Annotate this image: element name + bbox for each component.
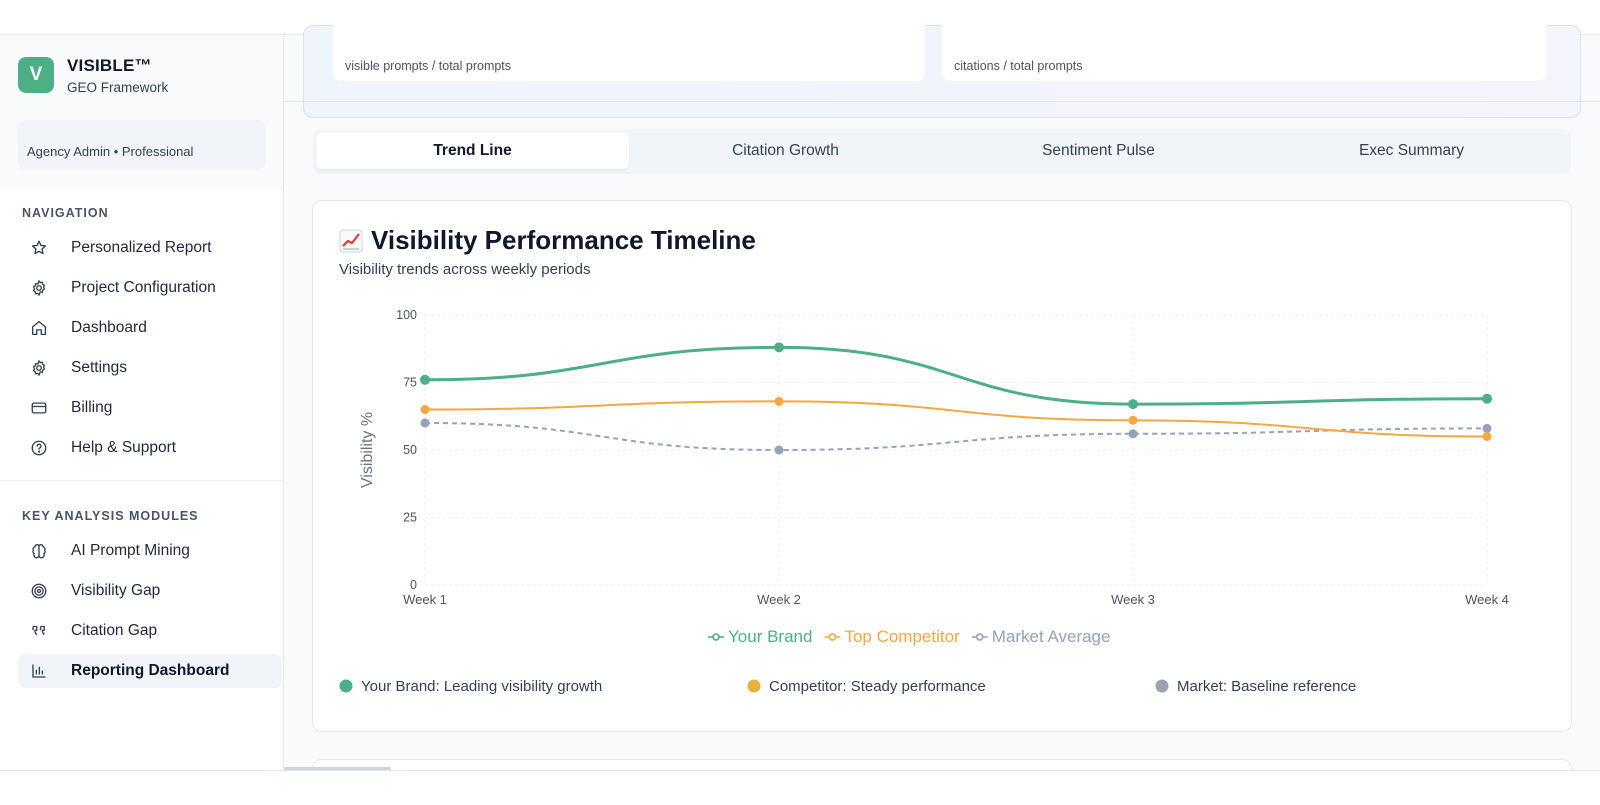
data-point-market-average [1128,429,1138,439]
y-tick-label: 50 [403,443,417,457]
x-tick-label: Week 3 [1111,592,1155,607]
data-point-top-competitor [1482,432,1492,441]
series-line-your-brand [424,345,1488,406]
quote-icon [32,625,45,636]
data-point-market-average [1482,423,1492,433]
nav-label: Reporting Dashboard [71,662,230,679]
card-subtitle: Visibility trends across weekly periods [339,261,591,278]
legend-marker-top-competitor [828,633,837,641]
nav-label: Billing [71,399,113,416]
credit-card-icon [31,402,47,414]
data-point-top-competitor [1128,415,1138,425]
modules-section-title: KEY ANALYSIS MODULES [22,509,199,523]
x-tick-label: Week 1 [403,592,447,607]
legend-label-top-competitor: Top Competitor [844,627,960,646]
x-tick-label: Week 4 [1465,592,1509,607]
data-point-your-brand [1128,399,1138,410]
nav-item-project-configuration[interactable]: Project Configuration [18,271,282,305]
series-line-market-average [424,422,1488,452]
app-shell: V VISIBLE™ GEO Framework Agency Admin • … [0,16,1600,799]
y-tick-label: 75 [403,376,417,390]
visibility-line-chart: 0 25 50 75 100 Week 1 Week 2 Week 3 Week 4 Visibi… [339,308,1509,695]
nav-label: Visibility Gap [71,582,161,599]
brand-subtitle: GEO Framework [67,80,169,95]
data-point-top-competitor [774,396,784,406]
y-tick-label: 0 [410,578,417,592]
y-tick-label: 25 [403,511,417,525]
series-line-top-competitor [424,400,1488,438]
nav-item-dashboard[interactable]: Dashboard [18,311,282,345]
tab-trend-line[interactable]: Trend Line [316,133,629,169]
content-divider [284,101,1600,102]
legend-label-market-average: Market Average [992,627,1111,646]
target-icon [31,583,47,599]
y-tick-label: 100 [396,308,417,322]
note-text: Market: Baseline reference [1177,678,1356,695]
nav-item-citation-gap[interactable]: Citation Gap [18,614,282,648]
nav-label: Project Configuration [71,279,216,296]
legend-marker-your-brand [712,633,720,641]
chart-increasing-icon [339,229,363,252]
brand-logo[interactable]: V [18,57,54,93]
nav-item-settings[interactable]: Settings [18,351,282,385]
report-tabs: Trend Line Citation Growth Sentiment Pul… [313,129,1571,174]
sidebar-divider [0,480,283,481]
user-role-box: Agency Admin • Professional [18,120,266,170]
nav-label: Citation Gap [71,622,158,639]
data-point-your-brand [1482,393,1492,404]
data-point-top-competitor [420,405,430,414]
help-circle-icon [31,440,47,456]
nav-item-billing[interactable]: Billing [18,391,282,425]
brand-name: VISIBLE™ [67,56,152,75]
gear-icon [32,280,46,296]
stats-card: visible prompts / total prompts citation… [303,16,1581,118]
stat-box-visible-prompts: visible prompts / total prompts [333,16,925,81]
nav-item-ai-prompt-mining[interactable]: AI Prompt Mining [18,534,282,568]
tab-exec-summary[interactable]: Exec Summary [1358,142,1465,159]
sidebar-header: V VISIBLE™ GEO Framework Agency Admin • … [0,35,283,191]
data-point-market-average [420,418,430,428]
navigation-section-title: NAVIGATION [22,206,109,220]
nav-label: Dashboard [71,319,147,336]
brain-icon [32,544,46,559]
stat-caption: visible prompts / total prompts [345,59,512,73]
nav-label: Settings [71,359,128,376]
note-dot [1155,679,1169,693]
stat-caption: citations / total prompts [954,59,1083,73]
visibility-timeline-card: Visibility Performance Timeline Visibili… [312,200,1572,732]
card-title-text: Visibility Performance Timeline [371,225,756,255]
bottom-bar [0,770,1600,805]
note-dot [747,679,761,693]
horizontal-scrollbar[interactable] [284,767,391,770]
nav-item-personalized-report[interactable]: Personalized Report [18,231,282,265]
user-role: Agency Admin • Professional [27,144,194,159]
tab-citation-growth[interactable]: Citation Growth [732,142,839,159]
tab-sentiment-pulse[interactable]: Sentiment Pulse [1042,142,1155,159]
gear-icon [32,360,46,376]
legend-label-your-brand: Your Brand [728,627,812,646]
sidebar: V VISIBLE™ GEO Framework Agency Admin • … [0,35,284,770]
card-title: Visibility Performance Timeline [339,225,756,256]
bar-chart-icon [32,664,46,678]
data-point-market-average [774,445,784,455]
nav-item-reporting-dashboard[interactable]: Reporting Dashboard [18,654,282,688]
stat-box-citations: citations / total prompts [942,16,1546,81]
y-axis-label: Visibility % [359,412,376,488]
nav-item-help-support[interactable]: Help & Support [18,431,282,465]
x-tick-label: Week 2 [757,592,801,607]
note-text: Competitor: Steady performance [769,678,986,695]
data-point-your-brand [774,342,784,353]
star-icon [31,240,47,255]
legend-marker-market-average [975,633,984,641]
note-text: Your Brand: Leading visibility growth [361,678,602,695]
note-dot [339,679,353,693]
nav-item-visibility-gap[interactable]: Visibility Gap [18,574,282,608]
main-content: visible prompts / total prompts citation… [284,16,1600,799]
data-point-your-brand [420,374,430,385]
nav-label: AI Prompt Mining [71,542,190,559]
nav-label: Help & Support [71,439,177,456]
home-icon [31,320,47,336]
nav-label: Personalized Report [71,239,212,256]
